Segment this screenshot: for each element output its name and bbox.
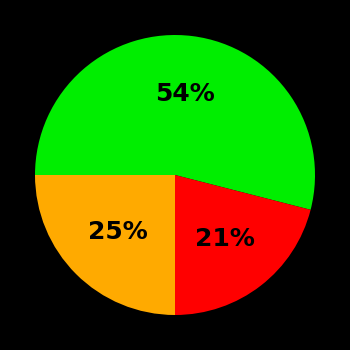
Text: 21%: 21%: [195, 227, 255, 251]
Text: 25%: 25%: [88, 220, 147, 244]
Wedge shape: [35, 35, 315, 210]
Wedge shape: [175, 175, 310, 315]
Wedge shape: [35, 175, 175, 315]
Text: 54%: 54%: [155, 83, 215, 106]
